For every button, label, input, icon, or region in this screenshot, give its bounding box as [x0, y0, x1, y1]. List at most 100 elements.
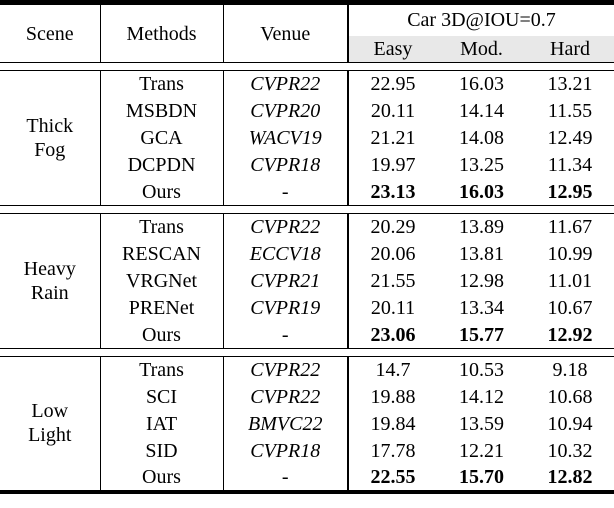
table-row: GCA WACV19 21.21 14.08 12.49 — [0, 124, 614, 152]
value-hard: 10.67 — [547, 297, 593, 319]
venue-cell: - — [223, 464, 349, 492]
value-mod: 15.77 — [459, 323, 504, 346]
value-mod: 16.03 — [459, 73, 504, 96]
scene-label: Low Light — [0, 356, 101, 492]
column-header-venue: Venue — [223, 2, 349, 63]
method-cell: VRGNet — [100, 267, 224, 295]
value-easy: 21.55 — [370, 270, 416, 292]
method-cell: GCA — [100, 124, 224, 152]
table-row: MSBDN CVPR20 20.11 14.14 11.55 — [0, 97, 614, 125]
method-cell: RESCAN — [100, 240, 224, 268]
value-easy: 14.7 — [375, 359, 411, 382]
value-mod: 14.14 — [459, 100, 504, 122]
value-hard: 10.99 — [547, 243, 593, 265]
table-row: SID CVPR18 17.78 12.21 10.32 — [0, 437, 614, 465]
method-cell: SID — [100, 437, 224, 465]
section-low-light: Low Light Trans CVPR22 14.7 10.53 9.18 S… — [0, 348, 614, 492]
value-mod: 12.21 — [459, 440, 504, 462]
value-mod: 16.03 — [459, 180, 504, 203]
venue-cell: - — [223, 321, 349, 349]
method-cell: MSBDN — [100, 97, 224, 125]
value-hard: 10.94 — [547, 413, 593, 435]
value-hard: 11.55 — [547, 100, 593, 122]
column-header-scene: Scene — [0, 2, 101, 63]
value-easy: 20.11 — [370, 297, 416, 319]
value-hard: 12.49 — [547, 127, 593, 149]
method-cell: IAT — [100, 410, 224, 438]
value-easy: 23.13 — [370, 180, 416, 203]
table-row: RESCAN ECCV18 20.06 13.81 10.99 — [0, 240, 614, 268]
method-cell: SCI — [100, 383, 224, 411]
value-hard: 9.18 — [552, 359, 588, 382]
method-cell: DCPDN — [100, 151, 224, 179]
table-row-ours: Ours - 22.55 15.70 12.82 — [0, 464, 614, 492]
value-mod: 10.53 — [459, 359, 504, 382]
double-rule — [0, 348, 614, 357]
method-cell: Trans — [100, 70, 224, 98]
value-easy: 19.84 — [370, 413, 416, 435]
column-header-easy: Easy — [348, 35, 437, 63]
column-header-metric-group: Car 3D@IOU=0.7 — [407, 9, 556, 32]
table-row: DCPDN CVPR18 19.97 13.25 11.34 — [0, 151, 614, 179]
value-hard: 11.67 — [547, 216, 593, 239]
venue-cell: BMVC22 — [223, 410, 349, 438]
venue-cell: ECCV18 — [223, 240, 349, 268]
value-easy: 19.97 — [370, 154, 416, 176]
method-cell: Ours — [100, 464, 224, 492]
table-row: IAT BMVC22 19.84 13.59 10.94 — [0, 410, 614, 438]
venue-cell: CVPR22 — [223, 383, 349, 411]
value-hard: 11.34 — [547, 154, 593, 176]
table-row: VRGNet CVPR21 21.55 12.98 11.01 — [0, 267, 614, 295]
method-cell: PRENet — [100, 294, 224, 322]
double-rule — [0, 62, 614, 71]
value-hard: 12.82 — [547, 466, 593, 488]
venue-cell: CVPR19 — [223, 294, 349, 322]
value-mod: 14.12 — [459, 386, 504, 408]
venue-cell: CVPR18 — [223, 151, 349, 179]
value-hard: 11.01 — [547, 270, 593, 292]
venue-cell: CVPR18 — [223, 437, 349, 465]
value-mod: 13.59 — [459, 413, 504, 435]
value-hard: 12.95 — [547, 180, 593, 203]
value-hard: 10.32 — [547, 440, 593, 462]
method-cell: Trans — [100, 356, 224, 384]
scene-label: Heavy Rain — [0, 213, 101, 349]
value-easy: 22.55 — [370, 466, 416, 488]
double-rule — [0, 205, 614, 214]
table-row: Thick Fog Trans CVPR22 22.95 16.03 13.21 — [0, 70, 614, 206]
venue-cell: CVPR22 — [223, 356, 349, 384]
value-mod: 13.89 — [459, 216, 504, 239]
results-table: Scene Methods Venue Car 3D@IOU=0.7 Easy … — [0, 0, 614, 494]
venue-cell: CVPR22 — [223, 70, 349, 98]
value-easy: 22.95 — [370, 73, 416, 96]
value-hard: 10.68 — [547, 386, 593, 408]
value-easy: 23.06 — [370, 323, 416, 346]
method-cell: Trans — [100, 213, 224, 241]
value-mod: 13.81 — [459, 243, 504, 265]
table-row: Low Light Trans CVPR22 14.7 10.53 9.18 — [0, 356, 614, 492]
table-row: Heavy Rain Trans CVPR22 20.29 13.89 11.6… — [0, 213, 614, 349]
value-easy: 20.29 — [370, 216, 416, 239]
column-header-methods: Methods — [100, 2, 224, 63]
value-mod: 15.70 — [459, 466, 504, 488]
table-row: PRENet CVPR19 20.11 13.34 10.67 — [0, 294, 614, 322]
header-row-sub: Easy Mod. Hard — [0, 35, 614, 63]
value-easy: 17.78 — [370, 440, 416, 462]
method-cell: Ours — [100, 178, 224, 206]
value-hard: 12.92 — [547, 323, 593, 346]
value-hard: 13.21 — [547, 73, 593, 96]
table-header: Scene Methods Venue Car 3D@IOU=0.7 Easy … — [0, 2, 614, 63]
section-heavy-rain: Heavy Rain Trans CVPR22 20.29 13.89 11.6… — [0, 205, 614, 349]
column-header-hard: Hard — [526, 35, 614, 63]
venue-cell: - — [223, 178, 349, 206]
venue-cell: CVPR20 — [223, 97, 349, 125]
header-row-top: Scene Methods Venue Car 3D@IOU=0.7 — [0, 2, 614, 63]
value-mod: 13.34 — [459, 297, 504, 319]
venue-cell: CVPR21 — [223, 267, 349, 295]
method-cell: Ours — [100, 321, 224, 349]
venue-cell: CVPR22 — [223, 213, 349, 241]
section-thick-fog: Thick Fog Trans CVPR22 22.95 16.03 13.21… — [0, 62, 614, 206]
venue-cell: WACV19 — [223, 124, 349, 152]
value-easy: 19.88 — [370, 386, 416, 408]
column-header-mod: Mod. — [437, 35, 526, 63]
